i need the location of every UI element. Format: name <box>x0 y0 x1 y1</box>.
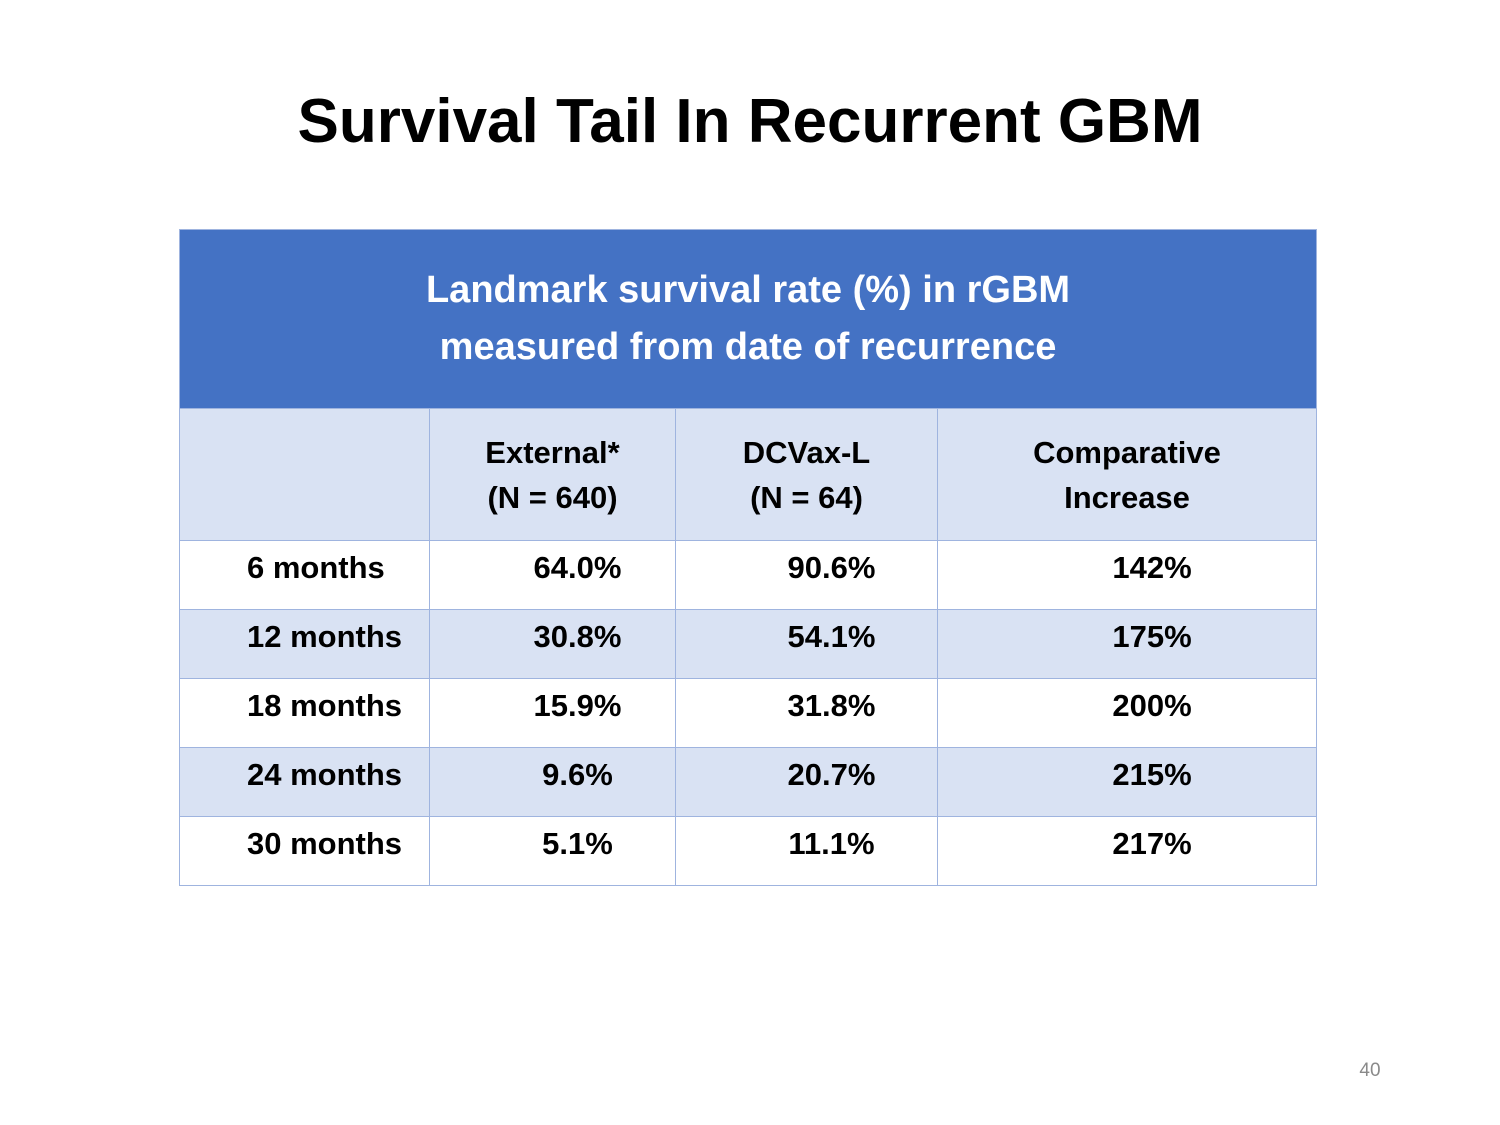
column-header-line: Comparative <box>1033 434 1221 470</box>
row-label: 12 months <box>179 609 430 679</box>
table-row: 18 months 15.9% 31.8% 200% <box>179 678 1318 748</box>
column-header-external: External* (N = 640) <box>429 408 676 541</box>
table-row: 6 months 64.0% 90.6% 142% <box>179 540 1318 610</box>
caption-line-2: measured from date of recurrence <box>439 326 1057 368</box>
column-header-increase: Comparative Increase <box>936 408 1318 541</box>
column-header-line: External* <box>485 434 620 470</box>
dcvax-value: 11.1% <box>675 816 938 886</box>
row-label: 18 months <box>179 678 430 748</box>
column-header-line: (N = 64) <box>750 479 863 515</box>
dcvax-value: 31.8% <box>675 678 938 748</box>
slide-title: Survival Tail In Recurrent GBM <box>297 87 1203 156</box>
external-value: 9.6% <box>429 747 676 817</box>
dcvax-value: 54.1% <box>675 609 938 679</box>
column-header-line: Increase <box>1064 479 1190 515</box>
column-header-empty <box>179 408 430 541</box>
row-label: 6 months <box>179 540 430 610</box>
column-header-dcvax: DCVax-L (N = 64) <box>675 408 938 541</box>
dcvax-value: 90.6% <box>675 540 938 610</box>
survival-table-container: Landmark survival rate (%) in rGBM measu… <box>178 229 1318 886</box>
increase-value: 142% <box>936 540 1318 610</box>
external-value: 64.0% <box>429 540 676 610</box>
increase-value: 200% <box>936 678 1318 748</box>
table-row: 24 months 9.6% 20.7% 215% <box>179 747 1318 817</box>
column-header-line: DCVax-L <box>742 434 871 470</box>
table-caption-row: Landmark survival rate (%) in rGBM measu… <box>178 229 1318 409</box>
row-label: 24 months <box>179 747 430 817</box>
increase-value: 217% <box>936 816 1318 886</box>
table-row: 12 months 30.8% 54.1% 175% <box>179 609 1318 679</box>
dcvax-value: 20.7% <box>675 747 938 817</box>
column-header-line: (N = 640) <box>487 479 618 515</box>
page-number: 40 <box>1359 1060 1381 1081</box>
row-label: 30 months <box>179 816 430 886</box>
increase-value: 175% <box>936 609 1318 679</box>
external-value: 15.9% <box>429 678 676 748</box>
column-header-row: External* (N = 640) DCVax-L (N = 64) Com… <box>179 408 1318 541</box>
table-row: 30 months 5.1% 11.1% 217% <box>179 816 1318 886</box>
increase-value: 215% <box>936 747 1318 817</box>
external-value: 5.1% <box>429 816 676 886</box>
caption-line-1: Landmark survival rate (%) in rGBM <box>425 269 1071 311</box>
survival-table: Landmark survival rate (%) in rGBM measu… <box>178 229 1318 886</box>
table-caption: Landmark survival rate (%) in rGBM measu… <box>178 229 1318 409</box>
external-value: 30.8% <box>429 609 676 679</box>
